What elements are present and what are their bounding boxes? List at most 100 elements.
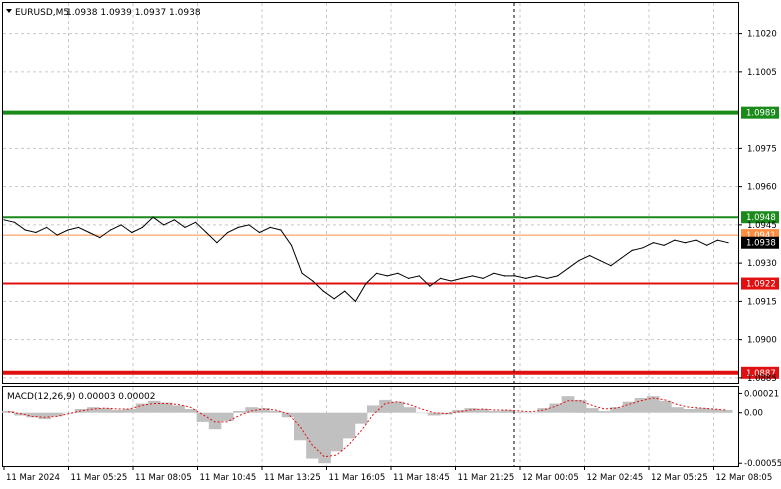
price-point	[450, 280, 452, 282]
price-point	[557, 275, 559, 277]
price-tick-label: 1.1005	[747, 68, 777, 78]
time-tick-label: 11 Mar 13:25	[264, 473, 321, 483]
macd-bar	[598, 410, 611, 413]
price-point	[227, 231, 229, 234]
price-point	[269, 226, 271, 228]
macd-bar	[561, 396, 575, 413]
price-point	[610, 265, 612, 267]
macd-bar	[318, 412, 331, 464]
price-point	[184, 226, 186, 228]
price-point	[152, 216, 154, 218]
macd-bar	[74, 409, 88, 413]
level-badge	[741, 211, 779, 224]
price-tick-label: 1.0900	[747, 336, 777, 346]
macd-bar	[281, 412, 295, 418]
level-badge-label: 1.0989	[746, 109, 776, 119]
macd-bar	[245, 407, 258, 413]
macd-bar	[26, 412, 39, 418]
price-point	[46, 226, 48, 228]
macd-bar	[269, 410, 283, 413]
macd-bar	[695, 408, 709, 413]
macd-bar	[622, 401, 636, 413]
level-badge	[741, 277, 779, 290]
macd-bar	[123, 409, 137, 413]
price-point	[141, 226, 143, 228]
price-grid	[3, 3, 738, 383]
price-point	[514, 275, 516, 277]
price-point	[67, 229, 69, 231]
price-point	[24, 229, 26, 231]
level-badge-label: 1.0941	[746, 231, 776, 241]
level-badge-label: 1.0922	[746, 280, 776, 290]
price-point	[567, 267, 569, 269]
price-point	[535, 275, 538, 277]
price-point	[77, 226, 80, 228]
macd-bar	[476, 409, 490, 413]
symbol-dropdown-icon[interactable]	[6, 9, 12, 13]
price-point	[109, 229, 112, 231]
price-point	[599, 260, 601, 262]
macd-bar	[354, 412, 368, 424]
price-point	[248, 224, 250, 226]
price-point	[365, 282, 367, 285]
price-point	[493, 272, 495, 274]
macd-label: MACD(12,26,9) 0.00003 0.00002	[7, 392, 156, 402]
macd-bar	[500, 410, 514, 413]
macd-bar	[488, 410, 502, 413]
macd-bar	[403, 407, 417, 413]
price-point	[439, 277, 442, 279]
price-point	[120, 224, 122, 226]
macd-bar	[391, 401, 404, 413]
price-tick-label: 1.0960	[747, 183, 777, 193]
price-point	[163, 224, 165, 226]
macd-tick-label: 0.00	[744, 409, 763, 419]
price-point	[312, 280, 314, 282]
macd-bar	[707, 409, 721, 413]
time-tick-label: 12 Mar 02:45	[587, 473, 644, 483]
macd-panel-frame	[2, 386, 739, 467]
macd-bar	[719, 410, 733, 413]
macd-bar	[221, 412, 234, 421]
macd-bar	[525, 412, 538, 414]
price-point	[695, 239, 697, 241]
macd-bar	[427, 412, 441, 416]
macd-axis: 0.00021 0.00 -0.00055	[738, 389, 781, 469]
price-point	[35, 231, 37, 234]
time-tick-label: 11 Mar 16:05	[329, 473, 386, 483]
time-tick-label: 12 Mar 08:05	[716, 473, 773, 483]
macd-bar	[342, 412, 356, 439]
time-tick-label: 11 Mar 21:25	[458, 473, 515, 483]
symbol-label[interactable]: EURUSD,M5	[15, 8, 69, 18]
horizontal-levels[interactable]: 1.0989 1.0948 1.0941 1.0922 1.0887	[3, 106, 779, 379]
macd-bar	[87, 407, 100, 413]
macd-bar	[330, 412, 344, 452]
price-point	[578, 260, 580, 262]
level-badge	[741, 106, 779, 119]
level-badge	[741, 366, 779, 379]
macd-bar	[573, 399, 587, 413]
price-series: 1.0938	[3, 216, 779, 303]
price-tick-label: 1.1020	[747, 30, 777, 40]
macd-bar	[294, 412, 307, 441]
macd-bar	[160, 402, 173, 413]
price-point	[674, 239, 676, 241]
price-point	[216, 242, 218, 244]
macd-bar	[50, 412, 64, 417]
price-point	[205, 231, 207, 234]
time-tick-label: 11 Mar 18:45	[393, 473, 450, 483]
price-point	[684, 242, 687, 244]
macd-bar	[537, 408, 550, 413]
price-point	[354, 300, 356, 302]
price-point	[461, 277, 463, 279]
price-point	[503, 275, 505, 277]
price-point	[589, 254, 591, 257]
price-point	[290, 244, 293, 246]
macd-bar	[135, 403, 149, 413]
price-point	[14, 221, 16, 223]
price-point	[333, 298, 335, 300]
price-point	[88, 231, 90, 234]
macd-bar	[549, 403, 563, 413]
macd-tick-label: 0.00021	[744, 389, 779, 399]
price-panel-frame	[2, 2, 739, 384]
